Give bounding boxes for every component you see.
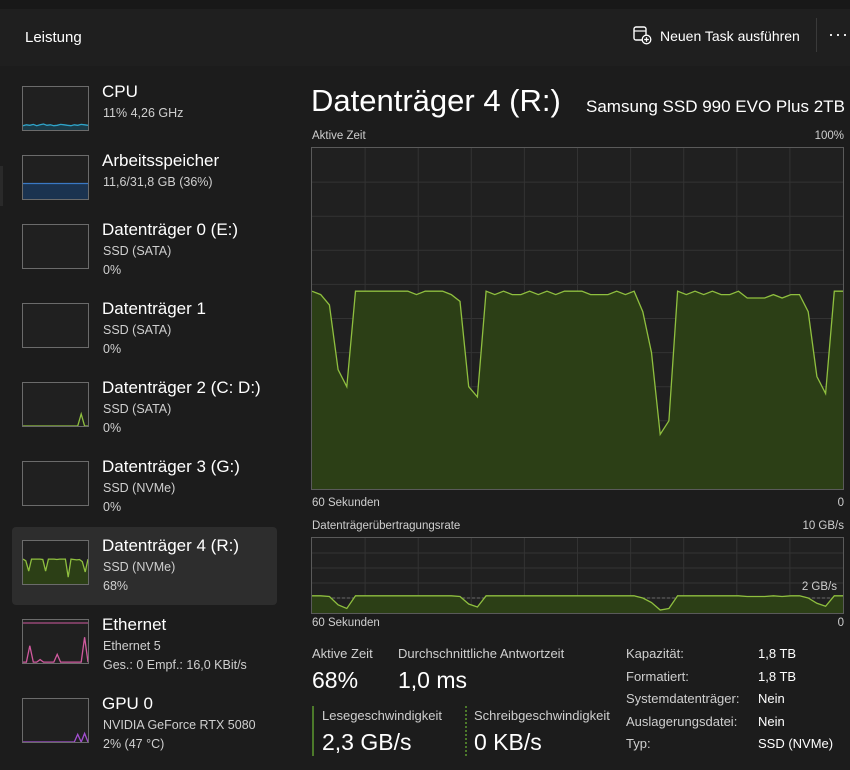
sidebar-item-title: CPU [102,82,138,101]
sidebar: CPU 11% 4,26 GHz Arbeitsspeicher 11,6/31… [0,66,287,770]
run-new-task-label: Neuen Task ausführen [660,28,800,44]
avg-response-stat-value: 1,0 ms [398,667,468,693]
write-speed-indicator [465,706,467,756]
active-time-max-label: 100% [814,130,844,142]
cpu-thumbnail-graph [22,86,89,131]
sidebar-item-subtitle: 11% 4,26 GHz [103,106,184,120]
transfer-rate-series-area [312,595,843,613]
avg-response-stat-label: Durchschnittliche Antwortzeit [398,646,565,661]
gpu-thumbnail-graph [22,698,89,743]
run-new-task-button[interactable]: Neuen Task ausführen [632,24,800,48]
sidebar-item-title: Datenträger 1 [102,299,206,318]
active-time-graph [311,147,844,490]
capacity-value: 1,8 TB [758,646,797,661]
sidebar-item-subtitle: NVIDIA GeForce RTX 5080 [103,718,256,732]
sidebar-item-title: Datenträger 3 (G:) [102,457,240,476]
title-bar: Leistung Neuen Task ausführen ··· [0,0,850,66]
write-speed-value: 0 KB/s [474,729,542,755]
sidebar-item-gpu[interactable]: GPU 0 NVIDIA GeForce RTX 5080 2% (47 °C) [12,690,277,768]
disk-model: Samsung SSD 990 EVO Plus 2TB [586,97,845,116]
memory-thumbnail-graph [22,155,89,200]
sidebar-item-title: Datenträger 0 (E:) [102,220,239,239]
sidebar-item-value: 0% [103,421,122,435]
disk-2-thumbnail-graph [22,382,89,427]
sidebar-item-value: Ges.: 0 Empf.: 16,0 KBit/s [103,658,247,672]
formatted-label: Formatiert: [626,669,689,684]
sidebar-item-memory[interactable]: Arbeitsspeicher 11,6/31,8 GB (36%) [12,147,277,225]
sidebar-item-subtitle: SSD (SATA) [103,244,172,258]
sidebar-item-cpu[interactable]: CPU 11% 4,26 GHz [12,78,277,156]
transfer-rate-graph-label: Datenträgerübertragungsrate [312,520,461,532]
sidebar-item-title: Datenträger 4 (R:) [102,536,239,555]
disk-4-thumb-area [23,559,88,584]
transfer-rate-mid-label: 2 GB/s [801,581,837,593]
sidebar-item-subtitle: 11,6/31,8 GB (36%) [103,175,213,189]
page-file-value: Nein [758,714,785,729]
sidebar-item-subtitle: SSD (SATA) [103,402,172,416]
active-time-series-area [312,291,843,489]
transfer-rate-graph: 2 GB/s [311,537,844,614]
sidebar-item-title: Arbeitsspeicher [102,151,220,170]
disk-2-thumb-line [23,411,88,426]
type-label: Typ: [626,736,651,751]
read-speed-indicator [312,706,314,756]
system-disk-label: Systemdatenträger: [626,691,740,706]
page-title: Leistung [25,29,82,46]
sidebar-item-subtitle: SSD (NVMe) [103,560,176,574]
sidebar-item-value: 0% [103,342,122,356]
read-speed-value: 2,3 GB/s [322,729,412,755]
sidebar-item-value: 2% (47 °C) [103,737,165,751]
sidebar-item-disk-3[interactable]: Datenträger 3 (G:) SSD (NVMe) 0% [12,453,277,531]
sidebar-item-subtitle: Ethernet 5 [103,639,161,653]
read-speed-label: Lesegeschwindigkeit [322,708,442,723]
system-disk-value: Nein [758,691,785,706]
sidebar-item-disk-0[interactable]: Datenträger 0 (E:) SSD (SATA) 0% [12,216,277,294]
sidebar-item-disk-1[interactable]: Datenträger 1 SSD (SATA) 0% [12,295,277,373]
disk-4-thumbnail-graph [22,540,89,585]
capacity-label: Kapazität: [626,646,684,661]
ethernet-thumb-line [23,637,88,663]
page-file-label: Auslagerungsdatei: [626,714,738,729]
active-time-min-label: 0 [837,497,844,509]
more-options-icon[interactable]: ··· [828,24,849,44]
disk-0-thumbnail-graph [22,224,89,269]
new-task-icon [632,25,652,48]
sidebar-item-title: Datenträger 2 (C: D:) [102,378,261,397]
write-speed-label: Schreibgeschwindigkeit [474,708,610,723]
memory-thumb-fill [23,183,88,199]
transfer-rate-time-label: 60 Sekunden [312,617,380,629]
gpu-thumb-line [23,731,88,742]
active-time-stat-label: Aktive Zeit [312,646,373,661]
sidebar-item-title: GPU 0 [102,694,154,713]
active-time-stat-value: 68% [312,667,359,693]
type-value: SSD (NVMe) [758,736,834,751]
sidebar-item-value: 68% [103,579,129,593]
transfer-rate-min-label: 0 [837,617,844,629]
active-time-graph-label: Aktive Zeit [312,130,366,142]
active-time-time-label: 60 Sekunden [312,497,380,509]
ethernet-thumbnail-graph [22,619,89,664]
disk-detail-panel: Datenträger 4 (R:) Samsung SSD 990 EVO P… [287,66,850,770]
active-time-series-line [312,290,843,437]
sidebar-item-disk-4[interactable]: Datenträger 4 (R:) SSD (NVMe) 68% [12,527,277,605]
disk-4-thumb-line [23,558,88,578]
sidebar-scroll-indicator [0,166,3,206]
sidebar-item-subtitle: SSD (NVMe) [103,481,176,495]
transfer-rate-max-label: 10 GB/s [802,520,844,532]
sidebar-item-title: Ethernet [102,615,167,634]
sidebar-item-subtitle: SSD (SATA) [103,323,172,337]
transfer-rate-series-line [312,595,843,611]
sidebar-item-disk-2[interactable]: Datenträger 2 (C: D:) SSD (SATA) 0% [12,374,277,452]
sidebar-item-ethernet[interactable]: Ethernet Ethernet 5 Ges.: 0 Empf.: 16,0 … [12,611,277,689]
disk-3-thumbnail-graph [22,461,89,506]
sidebar-item-value: 0% [103,263,122,277]
disk-1-thumbnail-graph [22,303,89,348]
formatted-value: 1,8 TB [758,669,797,684]
cpu-thumb-line [23,123,88,127]
window-top-strip [0,0,850,9]
disk-title: Datenträger 4 (R:) [311,83,561,118]
toolbar-divider [816,18,817,52]
sidebar-item-value: 0% [103,500,122,514]
